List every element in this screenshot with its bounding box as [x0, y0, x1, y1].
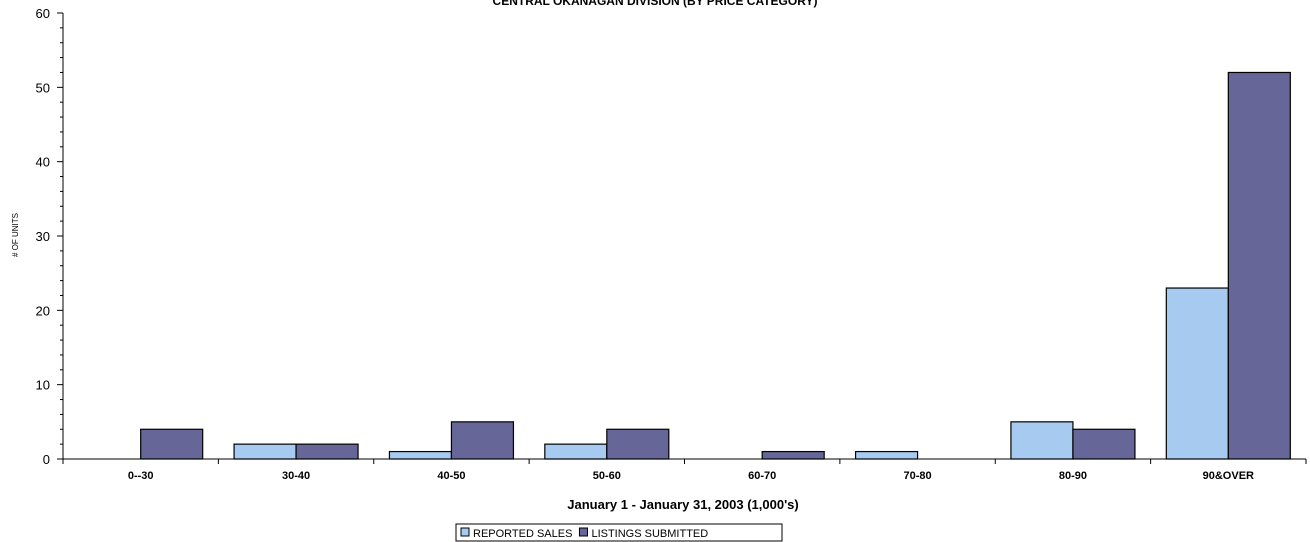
- x-axis: 0--30 30-40 40-50 50-60 60-70 70-80 80-90 90&OV…: [62, 458, 1307, 482]
- bar-listings-submitted: [1227, 71, 1291, 460]
- x-tick-label: 0--30: [128, 470, 154, 482]
- legend: REPORTED SALES LISTINGS SUBMITTED: [455, 523, 783, 542]
- bar-listings-submitted: [295, 443, 359, 460]
- y-tick-label: 30: [36, 229, 50, 244]
- legend-swatch: [578, 527, 588, 537]
- legend-box: [455, 523, 783, 542]
- y-tick-label: 60: [36, 6, 50, 21]
- x-axis-title: January 1 - January 31, 2003 (1,000's): [567, 497, 798, 512]
- bar-reported-sales: [544, 443, 608, 460]
- bar-listings-submitted: [606, 428, 670, 460]
- bar-listings-submitted: [1072, 428, 1136, 460]
- bar-listings-submitted: [761, 450, 825, 460]
- x-tick-label: 70-80: [903, 470, 931, 482]
- chart-title: CENTRAL OKANAGAN DIVISION (BY PRICE CATE…: [493, 0, 818, 8]
- y-axis-title: # OF UNITS: [11, 213, 20, 257]
- x-tick-label: 30-40: [282, 470, 310, 482]
- y-tick-label: 0: [43, 452, 50, 467]
- y-tick-label: 50: [36, 80, 50, 95]
- bar-reported-sales: [1165, 287, 1229, 460]
- x-tick-label: 50-60: [593, 470, 621, 482]
- bar-reported-sales: [388, 450, 453, 460]
- legend-swatch: [460, 527, 470, 537]
- bar-reported-sales: [1010, 421, 1074, 460]
- bar-reported-sales: [233, 443, 297, 460]
- y-tick-label: 40: [36, 155, 50, 170]
- x-tick-label: 60-70: [748, 470, 776, 482]
- x-tick-label: 80-90: [1059, 470, 1087, 482]
- x-tick-label: 40-50: [437, 470, 465, 482]
- y-axis: 0 10 20 30 40 50 60: [36, 6, 64, 467]
- legend-label: LISTINGS SUBMITTED: [591, 528, 708, 540]
- bar-listings-submitted: [140, 428, 204, 460]
- y-tick-label: 10: [36, 378, 50, 393]
- bar-listings-submitted: [450, 421, 515, 460]
- bar-reported-sales: [854, 450, 919, 460]
- y-tick-label: 20: [36, 303, 50, 318]
- bars: [140, 71, 1291, 460]
- x-tick-label: 90&OVER: [1203, 470, 1254, 482]
- legend-label: REPORTED SALES: [473, 528, 572, 540]
